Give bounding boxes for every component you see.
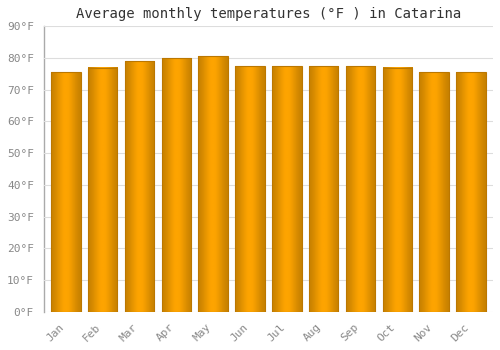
- Bar: [51, 72, 80, 312]
- Bar: [382, 68, 412, 312]
- Bar: [272, 66, 302, 312]
- Bar: [162, 58, 191, 312]
- Bar: [124, 61, 154, 312]
- Bar: [235, 66, 264, 312]
- Bar: [420, 72, 449, 312]
- Bar: [198, 56, 228, 312]
- Bar: [88, 68, 118, 312]
- Bar: [456, 72, 486, 312]
- Bar: [309, 66, 338, 312]
- Title: Average monthly temperatures (°F ) in Catarina: Average monthly temperatures (°F ) in Ca…: [76, 7, 461, 21]
- Bar: [346, 66, 375, 312]
